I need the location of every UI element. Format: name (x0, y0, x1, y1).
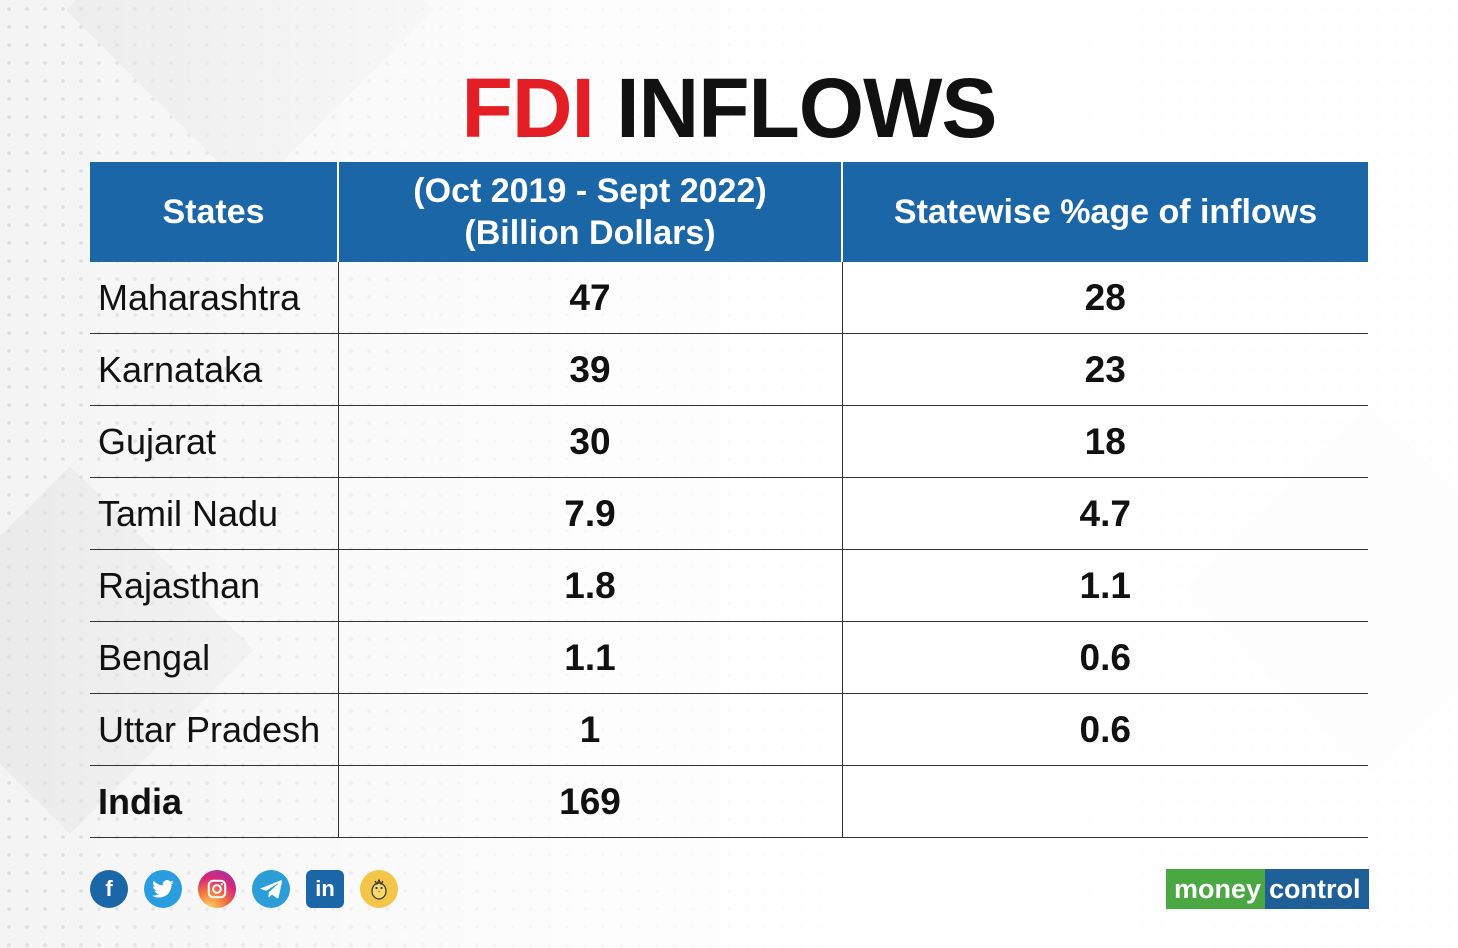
logo-money: money (1166, 869, 1266, 909)
title-part-black: INFLOWS (616, 61, 997, 155)
cell-billion-dollars: 47 (337, 262, 842, 334)
fdi-table: States (Oct 2019 - Sept 2022) (Billion D… (90, 162, 1368, 838)
table-row: Rajasthan 1.8 1.1 (90, 549, 1368, 622)
header-period: (Oct 2019 - Sept 2022) (413, 172, 767, 210)
cell-state: Maharashtra (90, 262, 338, 334)
facebook-icon[interactable]: f (90, 870, 128, 908)
table-row: Maharashtra 47 28 (90, 262, 1368, 334)
cell-state: India (90, 765, 338, 838)
cell-percent: 4.7 (841, 477, 1368, 550)
cell-state: Karnataka (90, 333, 338, 406)
cell-percent: 0.6 (841, 693, 1368, 766)
header-unit: (Billion Dollars) (464, 214, 716, 252)
cell-state: Tamil Nadu (90, 477, 338, 550)
cell-billion-dollars: 1.1 (337, 621, 842, 694)
cell-state: Rajasthan (90, 549, 338, 622)
cell-billion-dollars: 1 (337, 693, 842, 766)
cell-state: Gujarat (90, 405, 338, 478)
cell-billion-dollars: 7.9 (337, 477, 842, 550)
cell-billion-dollars: 39 (337, 333, 842, 406)
table-row: Gujarat 30 18 (90, 405, 1368, 478)
twitter-icon[interactable] (144, 870, 182, 908)
cell-state: Uttar Pradesh (90, 693, 338, 766)
linkedin-icon[interactable]: in (306, 870, 344, 908)
cell-billion-dollars: 169 (337, 765, 842, 838)
header-percent: Statewise %age of inflows (841, 162, 1368, 262)
moneycontrol-logo: money control (1166, 869, 1369, 909)
table-row: Karnataka 39 23 (90, 333, 1368, 406)
cell-billion-dollars: 30 (337, 405, 842, 478)
cell-billion-dollars: 1.8 (337, 549, 842, 622)
cell-percent (841, 765, 1368, 838)
cell-state: Bengal (90, 621, 338, 694)
logo-control: control (1265, 869, 1369, 909)
cell-percent: 28 (841, 262, 1368, 334)
header-billion-dollars: (Oct 2019 - Sept 2022) (Billion Dollars) (337, 162, 842, 262)
social-links: f in (90, 870, 398, 908)
table-row: Uttar Pradesh 1 0.6 (90, 693, 1368, 766)
header-states: States (90, 162, 338, 262)
table-body: Maharashtra 47 28 Karnataka 39 23 Gujarat 30 18 T… (90, 262, 1368, 838)
table-row: Bengal 1.1 0.6 (90, 621, 1368, 694)
table-header-row: States (Oct 2019 - Sept 2022) (Billion D… (90, 162, 1368, 262)
table-row: India 169 (90, 765, 1368, 838)
title-part-red: FDI (461, 61, 595, 155)
table-row: Tamil Nadu 7.9 4.7 (90, 477, 1368, 550)
cell-percent: 18 (841, 405, 1368, 478)
cell-percent: 1.1 (841, 549, 1368, 622)
cell-percent: 0.6 (841, 621, 1368, 694)
instagram-icon[interactable] (198, 870, 236, 908)
telegram-icon[interactable] (252, 870, 290, 908)
cell-percent: 23 (841, 333, 1368, 406)
page-title: FDI INFLOWS (0, 58, 1458, 158)
koo-icon[interactable] (360, 870, 398, 908)
